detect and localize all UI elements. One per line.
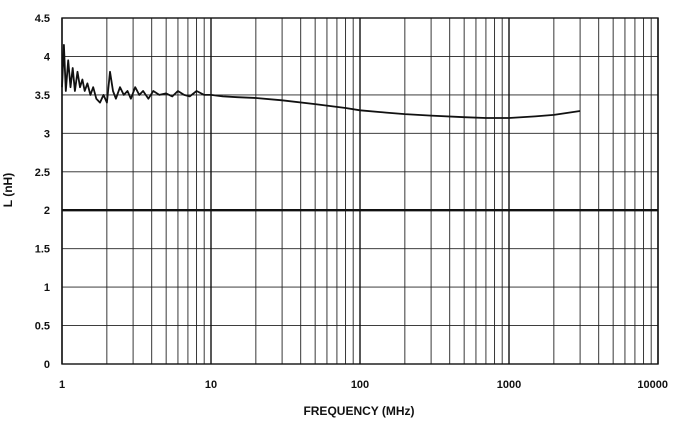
x-tick-label: 10000 xyxy=(637,379,668,391)
y-axis-title: L (nH) xyxy=(1,173,15,207)
x-axis-title: FREQUENCY (MHz) xyxy=(303,404,414,418)
y-tick-label: 4.5 xyxy=(35,13,50,25)
major-grid xyxy=(61,17,659,365)
y-tick-label: 0.5 xyxy=(35,321,50,333)
y-tick-label: 1 xyxy=(44,282,50,294)
y-tick-label: 3 xyxy=(44,128,50,140)
y-tick-label: 0 xyxy=(44,359,50,371)
series-line xyxy=(61,44,581,119)
minor-grid xyxy=(106,18,652,364)
x-tick-labels: 1 10 100 1000 10000 xyxy=(59,379,668,391)
x-tick-label: 1 xyxy=(59,379,65,391)
y-tick-label: 1.5 xyxy=(35,244,50,256)
y-tick-labels: 0 0.5 1 1.5 2 2.5 3 3.5 4 4.5 xyxy=(35,13,51,371)
y-tick-label: 4 xyxy=(44,51,51,63)
y-tick-label: 2 xyxy=(44,205,50,217)
x-tick-label: 10 xyxy=(205,379,217,391)
y-tick-label: 3.5 xyxy=(35,90,50,102)
x-tick-label: 100 xyxy=(351,379,369,391)
plot-frame xyxy=(61,17,659,365)
y-tick-label: 2.5 xyxy=(35,167,50,179)
x-tick-label: 1000 xyxy=(497,379,521,391)
series-group xyxy=(61,44,581,119)
